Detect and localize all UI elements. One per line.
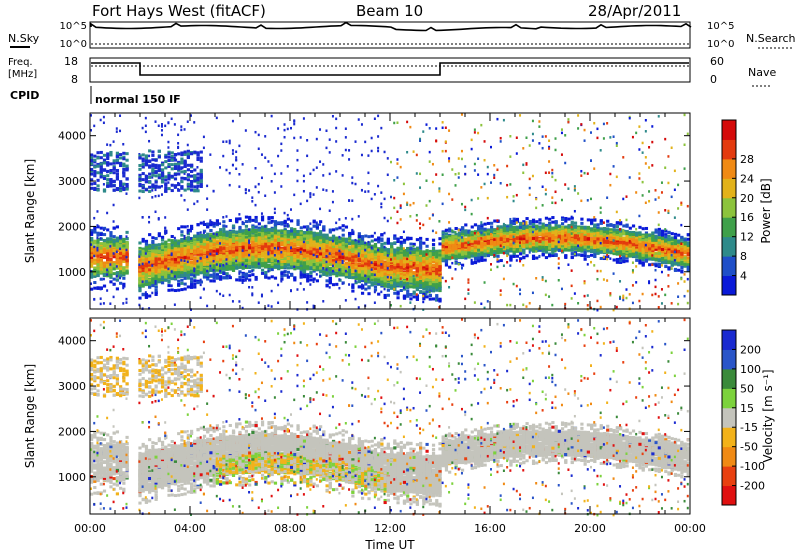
velocity-colorbar-tick-0: 200: [740, 343, 761, 356]
velocity-colorbar-label: Velocity [m s⁻¹]: [761, 369, 775, 462]
time-tick-2: 08:00: [274, 522, 306, 535]
freq-trace: [91, 62, 689, 76]
noise-right-tick-top: 10^5: [707, 21, 734, 32]
velocity-colorbar-cell-4: [722, 407, 736, 428]
power-colorbar-cell-4: [722, 197, 736, 218]
noise-search-label: N.Search: [746, 32, 796, 45]
time-tick-3: 12:00: [374, 522, 406, 535]
power-colorbar-tick-0: 4: [740, 270, 747, 283]
time-tick-5: 20:00: [574, 522, 606, 535]
power-colorbar-cell-1: [722, 256, 736, 277]
velocity-y-axis-label: Slant Range [km]: [23, 364, 37, 468]
power-colorbar-tick-2: 12: [740, 231, 754, 244]
velocity-colorbar-cell-7: [722, 349, 736, 370]
power-colorbar-cell-5: [722, 178, 736, 199]
velocity-colorbar-tick-4: -15: [740, 421, 758, 434]
power-y-tick-2: 3000: [58, 175, 86, 188]
noise-panel: N.Sky 10^5 10^0 10^5 10^0 N.Search: [8, 21, 796, 50]
velocity-colorbar-tick-1: 100: [740, 363, 761, 376]
power-colorbar-cell-7: [722, 139, 736, 160]
power-panel: 1000 2000 3000 4000 Slant Range [km] 4 8 12 16…: [23, 112, 773, 312]
time-tick-4: 16:00: [474, 522, 506, 535]
power-colorbar-tick-5: 24: [740, 172, 754, 185]
velocity-colorbar-cell-6: [722, 368, 736, 389]
frequency-panel: Freq. [MHz] 18 8 60 0 Nave: [8, 55, 776, 87]
velocity-colorbar-tick-7: -200: [740, 480, 765, 493]
cpid-program: normal 150 IF: [95, 93, 181, 106]
velocity-colorbar-cell-0: [722, 485, 736, 506]
power-y-axis-label: Slant Range [km]: [23, 159, 37, 263]
noise-sky-trace: [90, 21, 692, 32]
velocity-y-tick-3: 4000: [58, 335, 86, 348]
power-colorbar-cell-0: [722, 275, 736, 296]
nave-right-tick-bottom: 0: [710, 73, 717, 86]
velocity-y-tick-0: 1000: [58, 471, 86, 484]
velocity-panel: 1000 2000 3000 4000 00:00 04:00 08:00 12:00 16:…: [23, 317, 775, 552]
date-label: 28/Apr/2011: [588, 2, 681, 20]
power-colorbar-cell-3: [722, 217, 736, 238]
station-title: Fort Hays West (fitACF): [92, 2, 266, 20]
power-colorbar-tick-4: 20: [740, 192, 754, 205]
nave-label: Nave: [748, 66, 776, 79]
power-colorbar-tick-3: 16: [740, 211, 754, 224]
power-colorbar-cell-2: [722, 236, 736, 257]
velocity-y-tick-2: 3000: [58, 380, 86, 393]
freq-left-tick-top: 18: [64, 55, 78, 68]
velocity-colorbar-cell-2: [722, 446, 736, 467]
power-y-tick-1: 2000: [58, 220, 86, 233]
power-y-tick-3: 4000: [58, 130, 86, 143]
velocity-colorbar-tick-5: -50: [740, 441, 758, 454]
noise-right-tick-bottom: 10^0: [707, 39, 734, 50]
beam-label: Beam 10: [356, 2, 423, 20]
velocity-colorbar-cell-3: [722, 427, 736, 448]
power-colorbar-tick-6: 28: [740, 153, 754, 166]
velocity-y-tick-1: 2000: [58, 425, 86, 438]
velocity-colorbar-cell-8: [722, 330, 736, 350]
time-tick-6: 00:00: [674, 522, 706, 535]
power-colorbar-tick-1: 8: [740, 250, 747, 263]
cpid-label: CPID: [10, 89, 39, 102]
power-colorbar: 4 8 12 16 20 24 28: [721, 119, 754, 296]
cpid-panel: CPID normal 150 IF: [10, 86, 181, 106]
nave-right-tick-top: 60: [710, 55, 724, 68]
velocity-colorbar-cell-1: [722, 466, 736, 487]
time-tick-0: 00:00: [74, 522, 106, 535]
velocity-colorbar-tick-3: 15: [740, 402, 754, 415]
time-axis-label: Time UT: [364, 538, 415, 552]
noise-left-tick-bottom: 10^0: [60, 39, 87, 50]
freq-left-tick-bottom: 8: [71, 73, 78, 86]
freq-label-line2: [MHz]: [8, 69, 37, 80]
power-heatmap: [90, 113, 690, 312]
noise-left-tick-top: 10^5: [60, 21, 87, 32]
noise-sky-label: N.Sky: [8, 32, 40, 45]
power-colorbar-cell-8: [722, 120, 736, 140]
power-colorbar-label: Power [dB]: [759, 178, 773, 243]
velocity-colorbar-cell-5: [722, 388, 736, 409]
freq-label-line1: Freq.: [8, 57, 33, 68]
velocity-colorbar: 200 100 50 15 -15 -50 -100 -200: [721, 329, 765, 506]
power-y-tick-0: 1000: [58, 266, 86, 279]
power-colorbar-cell-6: [722, 158, 736, 179]
velocity-heatmap: [90, 318, 690, 517]
velocity-colorbar-tick-6: -100: [740, 460, 765, 473]
velocity-colorbar-tick-2: 50: [740, 382, 754, 395]
time-tick-1: 04:00: [174, 522, 206, 535]
